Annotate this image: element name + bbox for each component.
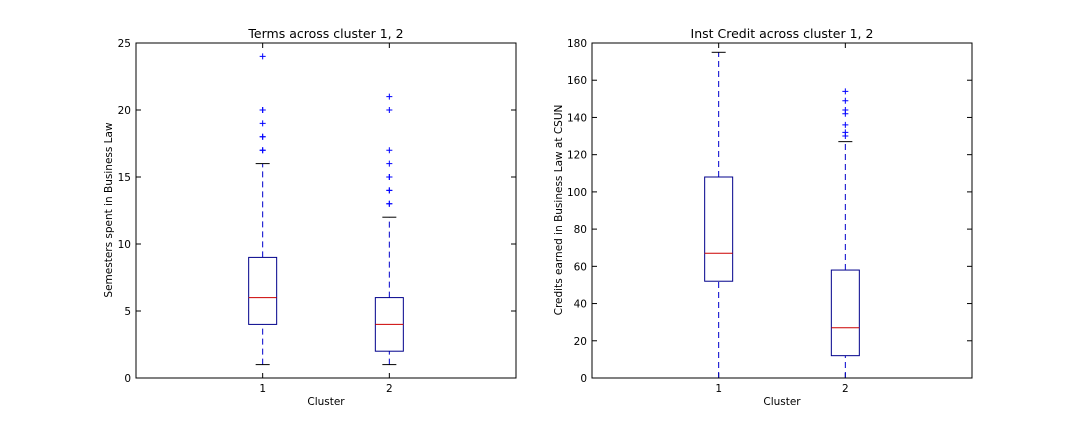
outlier-point [386,187,393,194]
y-tick-label: 80 [574,224,587,236]
outlier-point [386,160,393,167]
chart-title: Terms across cluster 1, 2 [247,26,403,41]
y-tick-label: 160 [567,75,587,87]
x-axis-label: Cluster [763,396,801,408]
outlier-point [259,120,266,127]
box-plot-marks: 0 5 10 15 20 25 1 2 [118,38,516,395]
y-tick-label: 5 [124,306,131,318]
outlier-point [386,200,393,207]
outlier-point [259,147,266,154]
y-tick-label: 40 [574,299,587,311]
y-axis-label: Semesters spent in Business Law [103,122,115,298]
outlier-point [386,107,393,113]
y-tick-label: 140 [567,112,587,124]
outlier-point [386,147,393,154]
y-tick-label: 25 [118,38,131,50]
y-tick-label: 60 [574,261,587,273]
outlier-point [842,107,849,113]
x-tick-label: 2 [386,383,393,395]
outlier-point [259,107,266,113]
subplot-inst-credit: Inst Credit across cluster 1, 2 Cluster … [553,26,973,408]
outlier-point [842,129,849,136]
y-tick-label: 100 [567,187,587,199]
y-tick-label: 180 [567,38,587,50]
x-axis-label: Cluster [307,396,345,408]
outlier-point [259,53,266,60]
y-tick-label: 120 [567,150,587,162]
outlier-point [386,93,393,100]
y-axis-label: Credits earned in Business Law at CSUN [553,105,565,316]
y-tick-label: 15 [118,172,131,184]
x-tick-label: 2 [842,383,849,395]
y-tick-label: 0 [580,373,587,385]
outlier-point [842,88,849,95]
y-tick-label: 10 [118,239,131,251]
outlier-point [842,97,849,104]
box [704,176,734,282]
box [248,256,278,325]
plot-frame [591,42,973,379]
x-tick-label: 1 [259,383,266,395]
y-tick-label: 20 [118,105,131,117]
outlier-point [259,133,266,140]
plot-frame [135,42,517,379]
box-plot-marks: 0 20 40 60 80 100 120 140 160 180 1 2 [567,38,972,395]
subplot-terms: Terms across cluster 1, 2 Cluster Semest… [103,26,517,408]
y-tick-label: 0 [124,373,131,385]
y-tick-label: 20 [574,336,587,348]
outlier-point [386,174,393,180]
chart-title: Inst Credit across cluster 1, 2 [691,26,874,41]
box [830,269,860,357]
outlier-point [842,121,849,128]
x-tick-label: 1 [715,383,722,395]
